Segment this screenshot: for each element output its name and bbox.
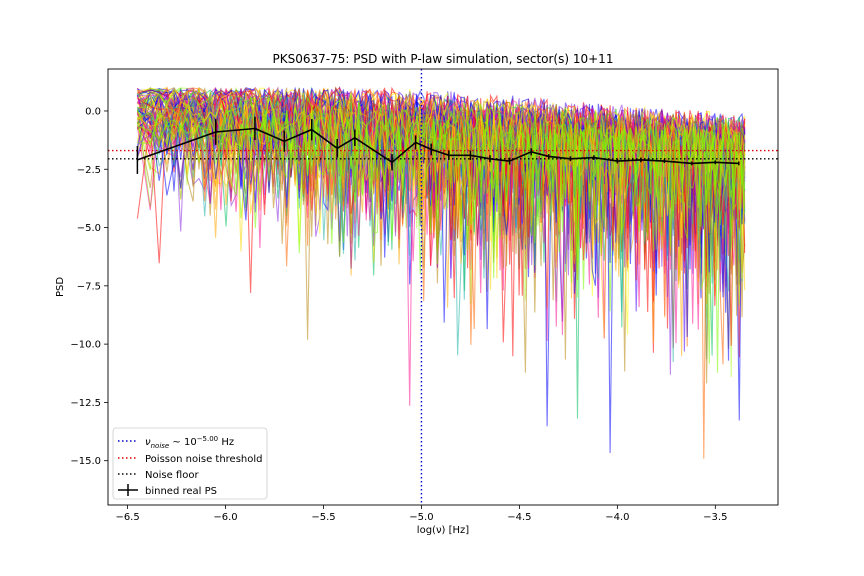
y-tick-label: −7.5 — [77, 281, 101, 292]
x-axis-label: log(ν) [Hz] — [417, 525, 469, 536]
y-tick-label: −12.5 — [70, 398, 101, 409]
y-axis-ticks: 0.0 −2.5 −5.0 −7.5 −10.0 −12.5 −15.0 — [70, 106, 108, 467]
simulation-trace — [137, 100, 746, 236]
binned-ps-line — [137, 127, 739, 165]
legend: νnoise ~ 10−5.00 Hz Poisson noise thresh… — [112, 427, 268, 500]
y-tick-label: −5.0 — [77, 223, 101, 234]
y-axis-label: PSD — [55, 277, 66, 297]
x-tick-label: −6.5 — [115, 512, 139, 523]
y-tick-label: −15.0 — [70, 456, 101, 467]
plot-frame — [107, 68, 779, 506]
legend-box — [112, 427, 268, 500]
x-tick-label: −4.0 — [605, 512, 629, 523]
legend-nu-noise-label: νnoise ~ 10−5.00 Hz — [145, 435, 234, 450]
y-tick-label: −2.5 — [77, 165, 101, 176]
simulation-traces — [136, 85, 746, 459]
x-tick-label: −5.0 — [409, 512, 433, 523]
chart-title: PKS0637-75: PSD with P-law simulation, s… — [273, 52, 614, 66]
y-tick-label: 0.0 — [85, 106, 101, 117]
y-tick-label: −10.0 — [70, 340, 101, 351]
simulation-trace — [136, 87, 746, 252]
x-tick-label: −5.5 — [311, 512, 335, 523]
legend-binned-label: binned real PS — [145, 486, 217, 497]
x-tick-label: −6.0 — [213, 512, 237, 523]
simulation-trace — [137, 120, 746, 364]
simulation-trace — [137, 109, 746, 270]
binned-real-ps — [136, 116, 740, 174]
x-tick-label: −3.5 — [703, 512, 727, 523]
simulation-trace — [137, 87, 746, 279]
x-axis-ticks: −6.5 −6.0 −5.5 −5.0 −4.5 −4.0 −3.5 — [115, 505, 727, 523]
legend-noise-floor-label: Noise floor — [145, 470, 199, 481]
legend-poisson-label: Poisson noise threshold — [145, 454, 263, 465]
x-tick-label: −4.5 — [507, 512, 531, 523]
reference-lines — [108, 69, 778, 505]
